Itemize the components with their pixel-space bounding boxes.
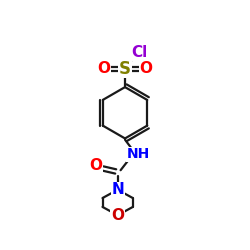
- Text: O: O: [111, 208, 124, 223]
- Text: NH: NH: [127, 147, 150, 161]
- Text: N: N: [111, 182, 124, 197]
- Text: O: O: [98, 61, 111, 76]
- Text: O: O: [89, 158, 102, 173]
- Text: Cl: Cl: [132, 46, 148, 60]
- Text: O: O: [139, 61, 152, 76]
- Text: S: S: [119, 60, 131, 78]
